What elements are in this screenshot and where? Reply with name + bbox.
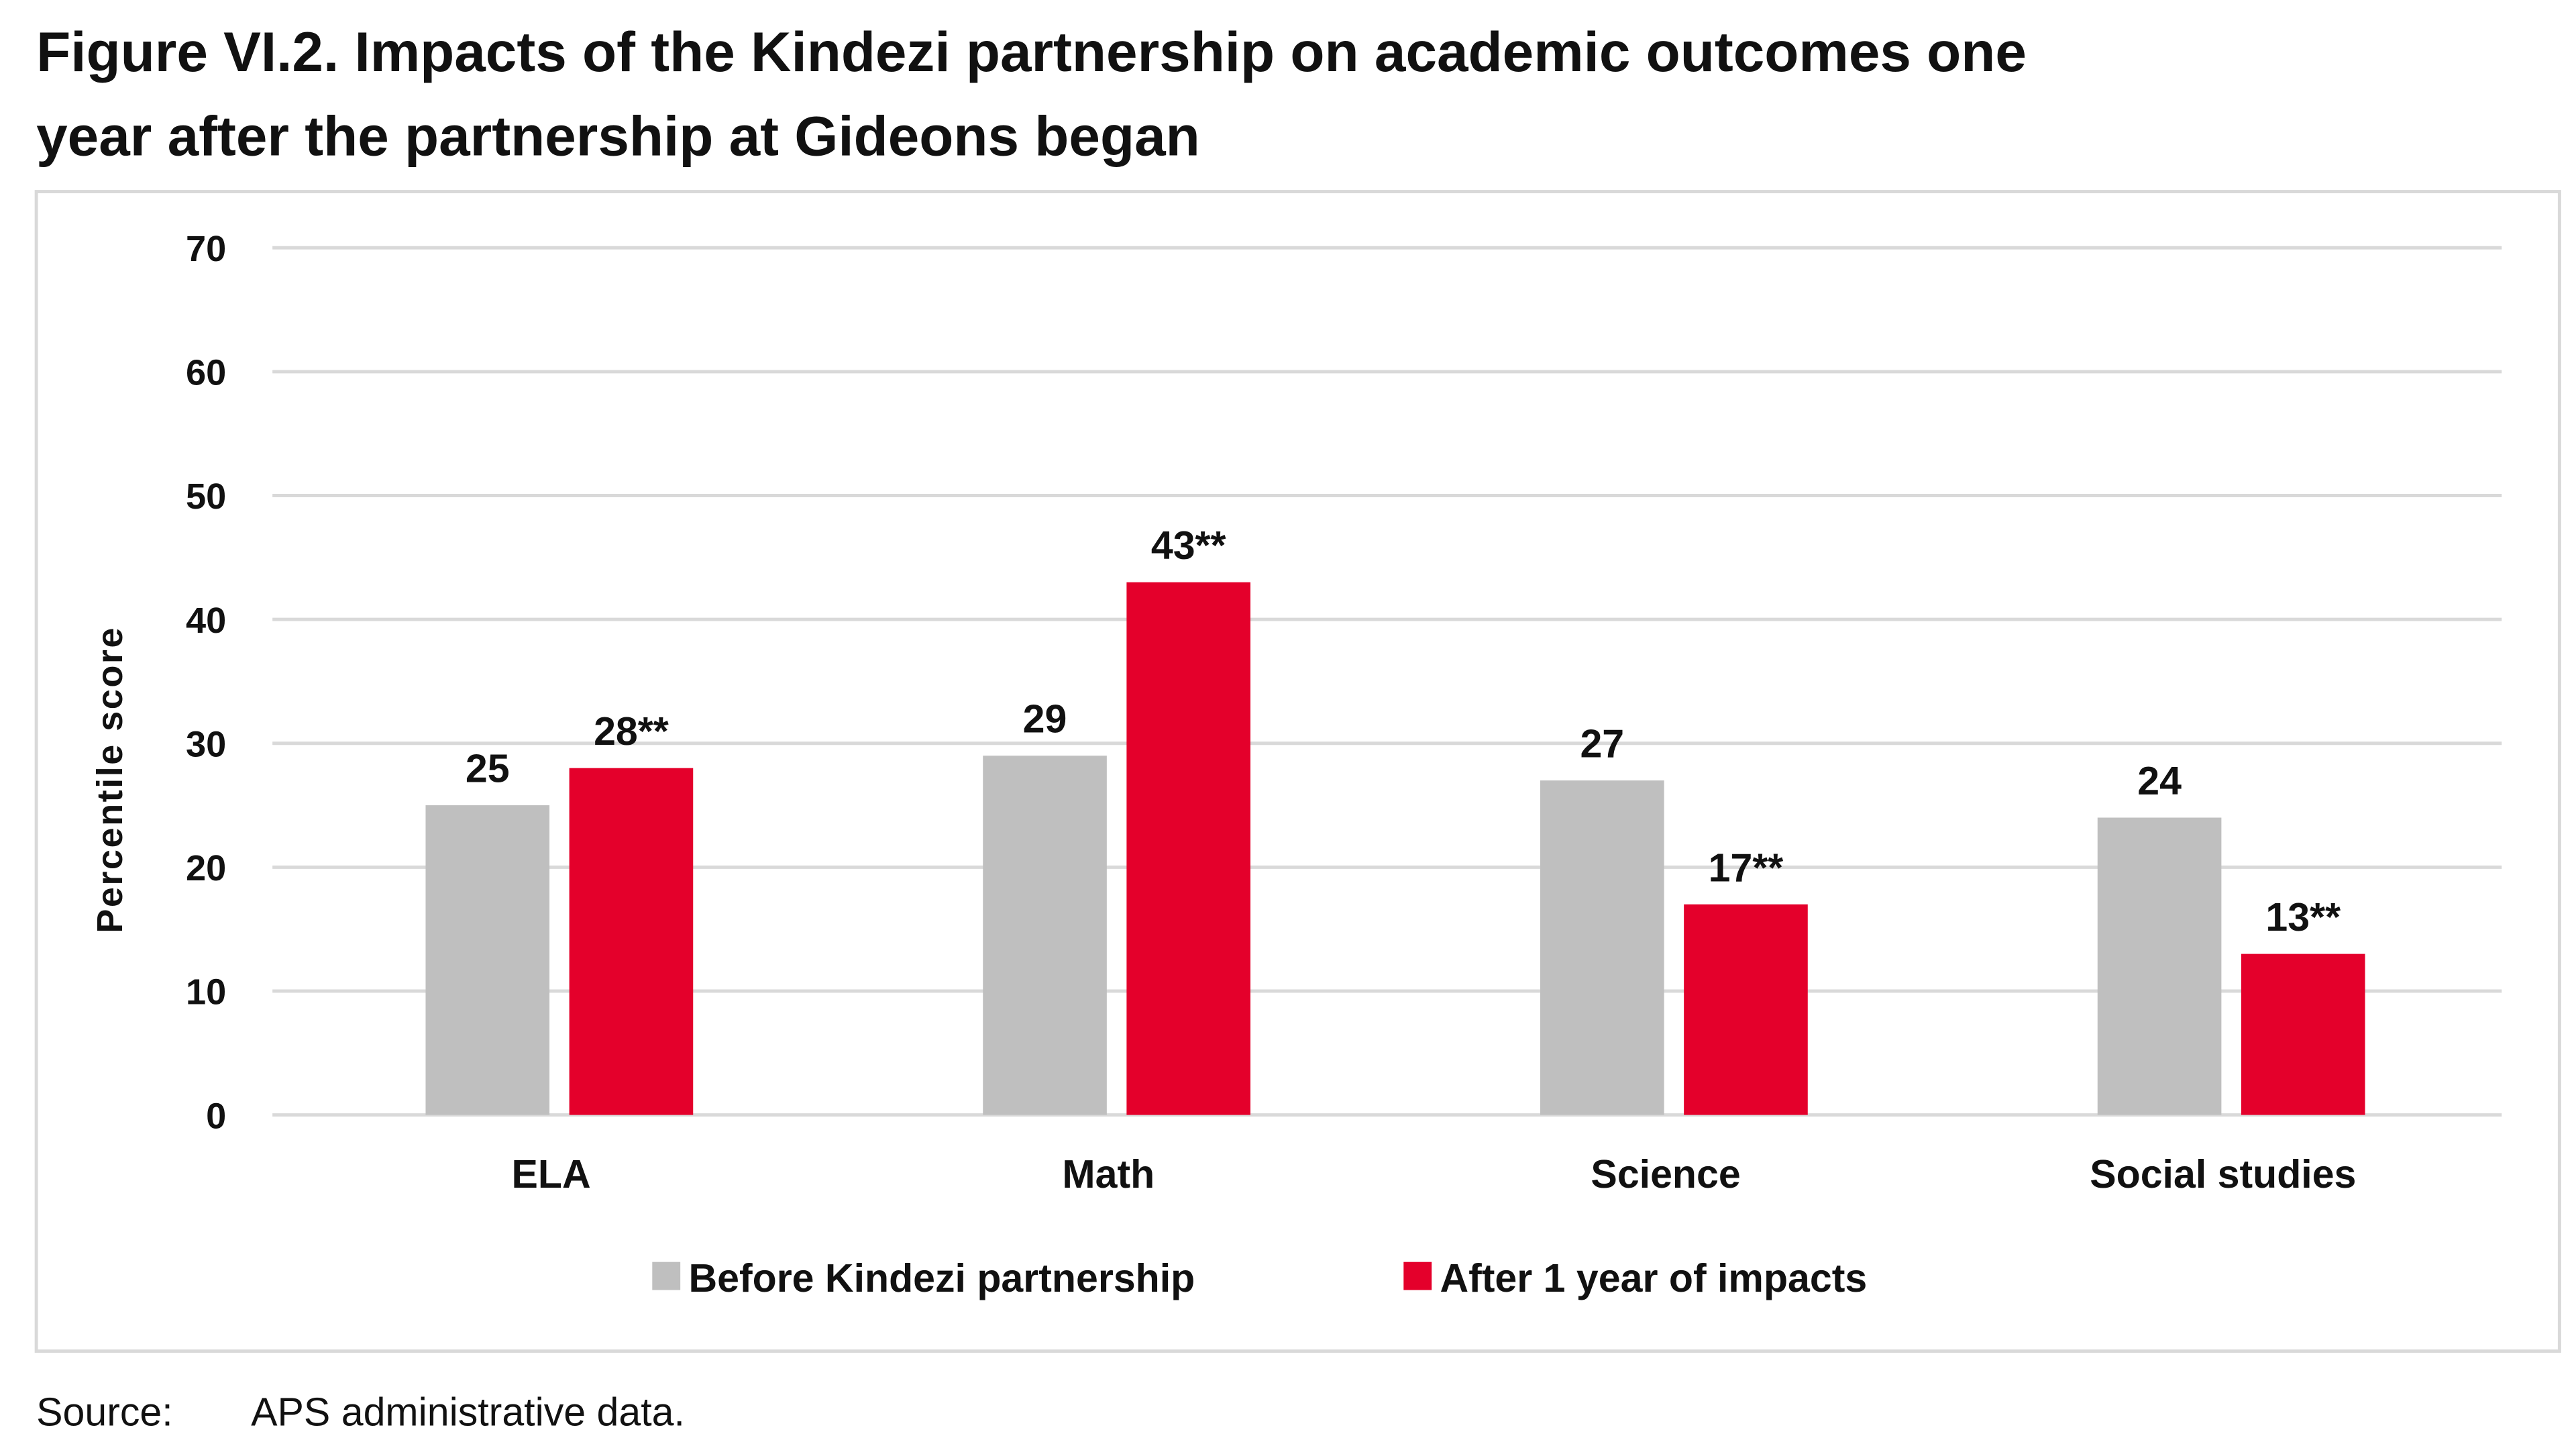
- legend-entry-1: After 1 year of impacts: [1440, 1256, 1867, 1300]
- y-axis-label: Percentile score: [90, 626, 130, 933]
- data-label: 43**: [1151, 523, 1226, 568]
- data-label: 13**: [2265, 895, 2341, 939]
- bar-science-series-0: [1540, 780, 1664, 1115]
- legend-entry-0: Before Kindezi partnership: [688, 1256, 1195, 1300]
- chart-title-line-2: year after the partnership at Gideons be…: [36, 104, 1200, 167]
- y-tick-label: 30: [186, 724, 226, 764]
- bar-science-series-1: [1684, 904, 1808, 1115]
- bar-ela-series-0: [425, 805, 550, 1115]
- data-label: 29: [1023, 697, 1067, 741]
- data-label: 28**: [594, 709, 669, 754]
- data-label: 24: [2137, 759, 2182, 803]
- bar-social-studies-series-0: [2097, 817, 2222, 1115]
- x-tick-label: Math: [1062, 1152, 1155, 1196]
- source-text: APS administrative data.: [251, 1390, 685, 1434]
- data-label: 17**: [1709, 845, 1784, 890]
- y-tick-label: 0: [206, 1096, 226, 1136]
- legend-swatch-0: [652, 1261, 681, 1290]
- legend-swatch-1: [1403, 1261, 1432, 1290]
- x-tick-label: Social studies: [2090, 1152, 2356, 1196]
- y-tick-label: 10: [186, 972, 226, 1013]
- y-tick-label: 20: [186, 848, 226, 888]
- bar-ela-series-1: [569, 768, 694, 1115]
- y-tick-label: 60: [186, 353, 226, 393]
- chart-title-line-1: Figure VI.2. Impacts of the Kindezi part…: [36, 20, 2027, 83]
- chart-frame: [34, 190, 2561, 1353]
- x-tick-label: ELA: [511, 1152, 590, 1196]
- data-label: 25: [466, 747, 510, 791]
- y-tick-label: 40: [186, 601, 226, 641]
- y-tick-label: 70: [186, 229, 226, 269]
- bar-math-series-1: [1126, 582, 1250, 1115]
- bar-social-studies-series-1: [2241, 954, 2365, 1115]
- y-tick-label: 50: [186, 476, 226, 517]
- data-label: 27: [1580, 722, 1624, 766]
- source-label: Source:: [36, 1390, 173, 1434]
- x-tick-label: Science: [1591, 1152, 1740, 1196]
- bar-math-series-0: [983, 756, 1107, 1115]
